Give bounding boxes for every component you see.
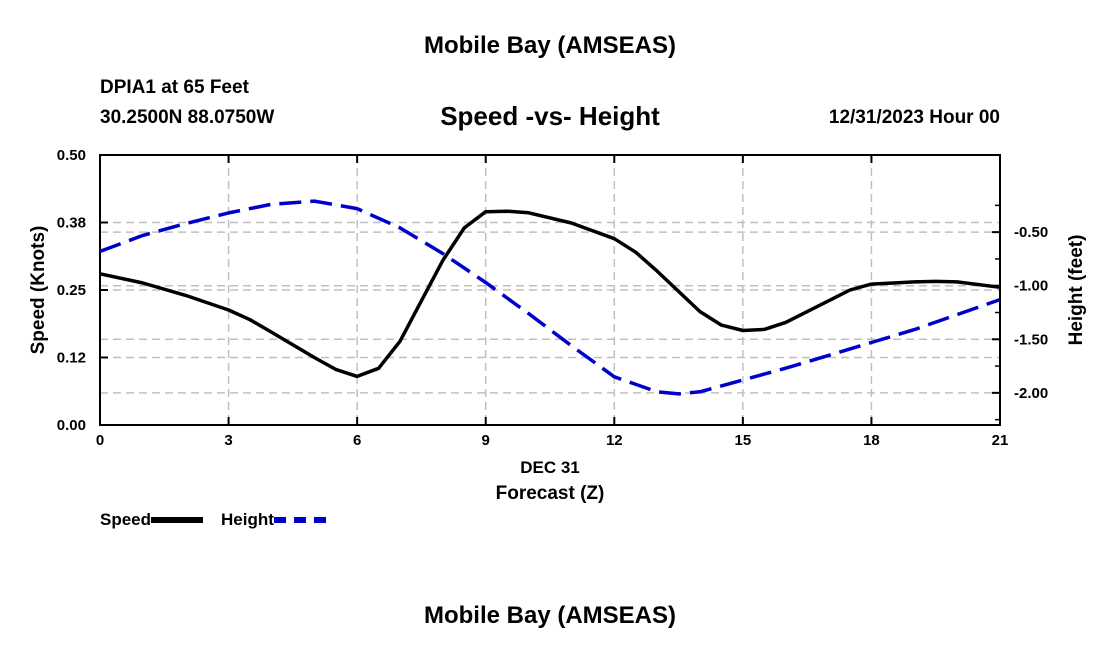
legend-speed-line [151,517,204,523]
y-right-tick-label: -2.00 [1014,385,1048,402]
coordinates-label: 30.2500N 88.0750W [100,107,275,128]
legend-height-line [273,517,326,523]
x-axis-label: Forecast (Z) [495,483,605,504]
y-left-tick-label: 0.50 [57,147,86,164]
grid-lines [100,155,1000,425]
legend: Speed Height [100,510,344,530]
y-left-tick-label: 0.38 [57,215,86,232]
x-tick-label: 6 [353,432,361,449]
x-date-label: DEC 31 [520,458,580,477]
x-tick-label: 9 [482,432,490,449]
date-hour-label: 12/31/2023 Hour 00 [828,107,1000,128]
y-right-label: Height (feet) [1066,235,1087,346]
y-left-tick-label: 0.25 [57,282,86,299]
chart-subtitle: Speed -vs- Height [440,101,660,131]
series-height-line [99,199,1001,396]
x-tick-label: 21 [992,432,1009,449]
x-tick-label: 18 [863,432,880,449]
y-left-tick-label: 0.00 [57,417,86,434]
legend-height-label: Height [221,510,274,529]
legend-speed-label: Speed [100,510,152,529]
station-label: DPIA1 at 65 Feet [100,77,249,98]
x-tick-label: 3 [224,432,232,449]
chart-title: Mobile Bay (AMSEAS) [423,32,677,59]
x-tick-label: 15 [735,432,752,449]
x-tick-label: 0 [96,432,104,449]
y-right-tick-label: -1.00 [1014,278,1048,295]
y-left-label: Speed (Knots) [28,226,49,355]
x-tick-label: 12 [606,432,623,449]
y-right-tick-label: -0.50 [1014,224,1048,241]
axis-ticks: 0 3 6 9 12 15 18 21 0.00 0.12 0.25 0.38 0.50 -2.00 -1.… [57,147,1048,449]
y-left-tick-label: 0.12 [57,350,86,367]
series-speed-line [99,209,1001,379]
bottom-title: Mobile Bay (AMSEAS) [423,602,677,629]
y-right-tick-label: -1.50 [1014,331,1048,348]
series-group [99,199,1001,396]
